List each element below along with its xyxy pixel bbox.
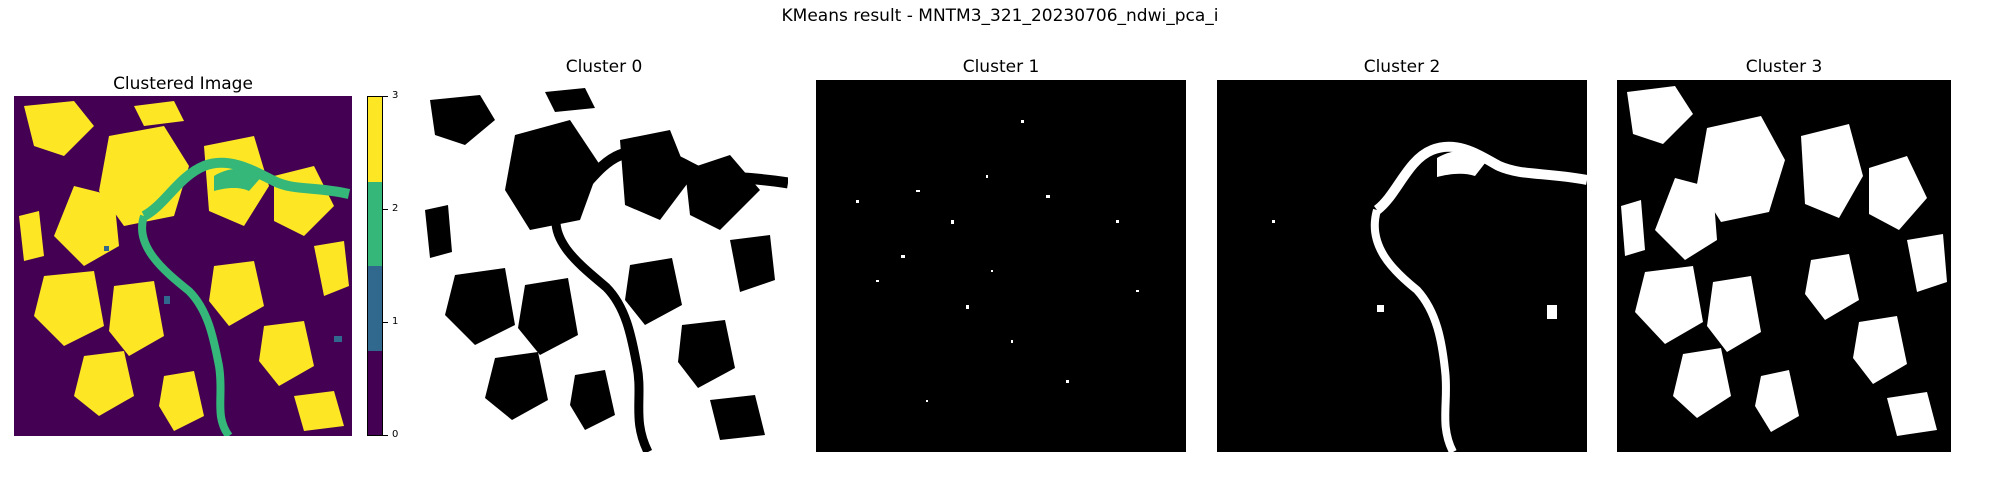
panel-title-cluster-3: Cluster 3 <box>1745 57 1823 77</box>
clustered-image <box>14 96 352 436</box>
colorbar-segment-1 <box>368 266 382 351</box>
colorbar-label-2: 2 <box>392 203 399 214</box>
panel-title-cluster-0: Cluster 0 <box>565 57 643 77</box>
colorbar-tick-3 <box>383 96 388 97</box>
colorbar-tick-2 <box>383 209 388 210</box>
colorbar <box>367 96 383 436</box>
colorbar-label-1: 1 <box>392 316 399 327</box>
colorbar-label-3: 3 <box>392 90 399 101</box>
cluster-2-mask <box>1217 80 1587 452</box>
colorbar-segment-2 <box>368 181 382 266</box>
panel-title-cluster-1: Cluster 1 <box>962 57 1040 77</box>
colorbar-segment-0 <box>368 350 382 435</box>
panel-title-cluster-2: Cluster 2 <box>1363 57 1441 77</box>
colorbar-label-0: 0 <box>392 429 399 440</box>
panel-title-clustered: Clustered Image <box>113 74 253 94</box>
figure-title: KMeans result - MNTM3_321_20230706_ndwi_… <box>781 6 1219 26</box>
colorbar-tick-1 <box>383 322 388 323</box>
cluster-0-mask <box>420 80 788 452</box>
cluster-1-mask <box>816 80 1186 452</box>
colorbar-tick-0 <box>383 435 388 436</box>
colorbar-segment-3 <box>368 97 382 182</box>
cluster-3-mask <box>1617 80 1951 452</box>
